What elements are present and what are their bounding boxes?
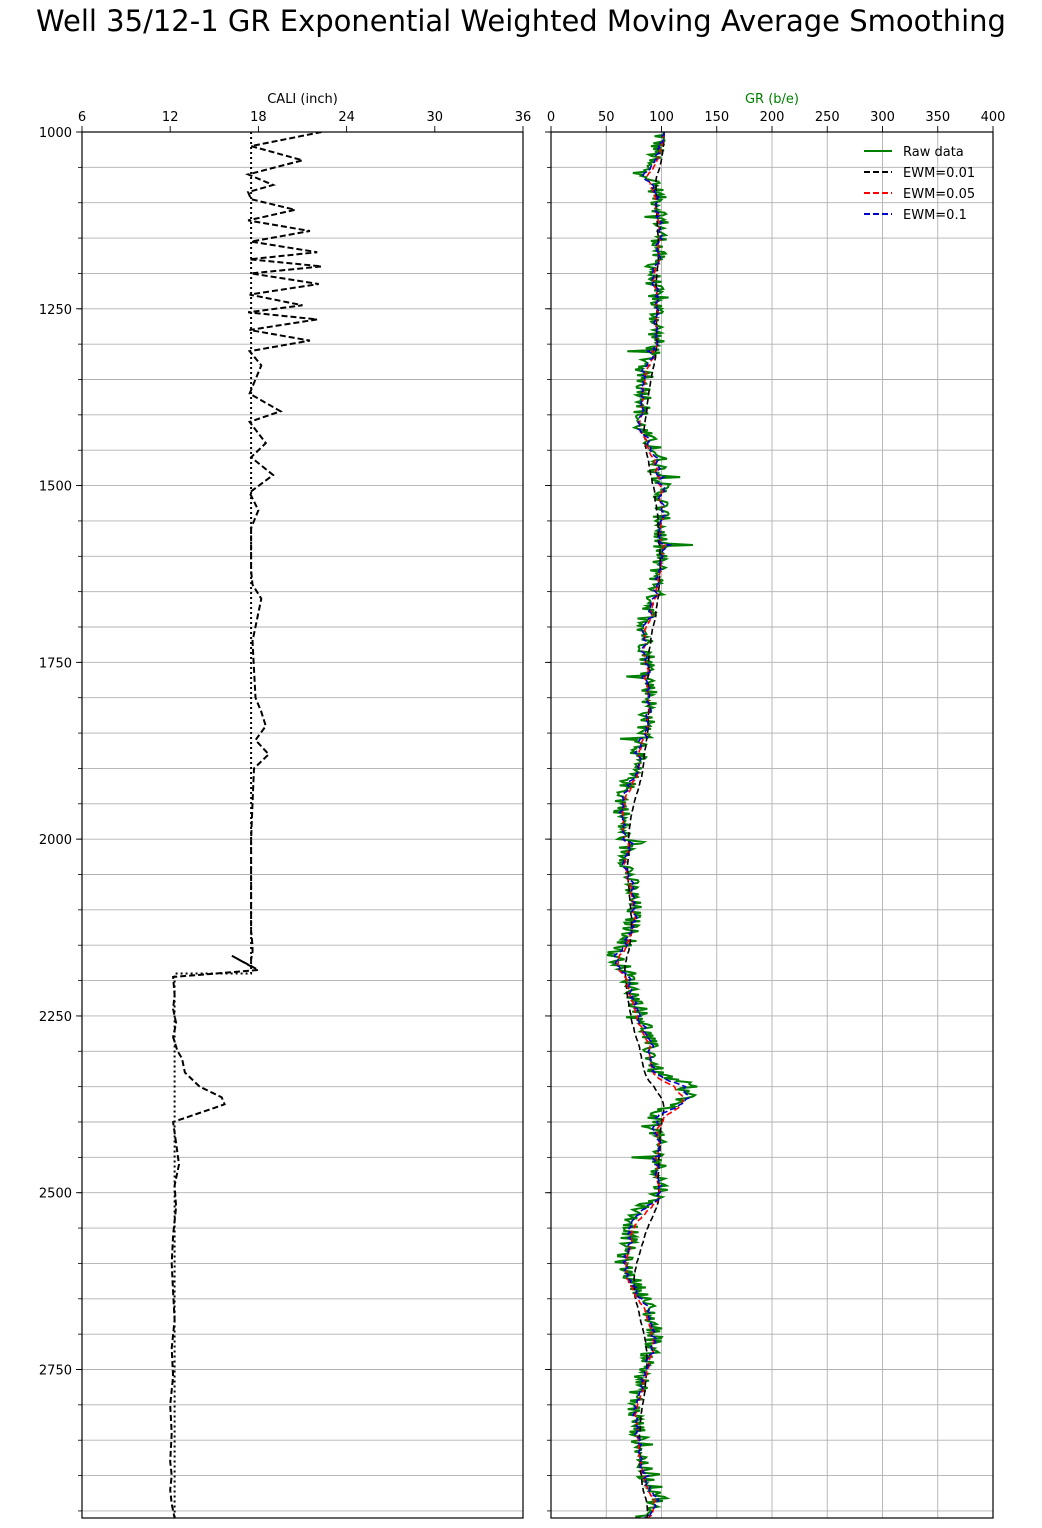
legend-label: Raw data <box>903 145 964 160</box>
x-axis-label: GR (b/e) <box>745 92 799 107</box>
y-tick-label: 1000 <box>39 126 72 141</box>
cali-track: 6 12 18 24 30 36 CALI (inch) 1000 1250 1500 1750 20… <box>39 92 532 1519</box>
panel-frame <box>550 131 994 1519</box>
legend-label: EWM=0.01 <box>903 166 975 181</box>
plot-area <box>169 132 322 1518</box>
x-tick-label: 36 <box>515 110 532 125</box>
cali-dashed-series <box>169 132 322 1518</box>
y-tick-label: 2500 <box>39 1187 72 1202</box>
gr-series-raw-data <box>606 132 698 1518</box>
x-tick-label: 50 <box>598 110 615 125</box>
y-tick-label: 2250 <box>39 1010 72 1025</box>
plot-area <box>606 132 698 1518</box>
gr-series-ewm-0-1 <box>613 132 691 1518</box>
y-tick-label: 1750 <box>39 656 72 671</box>
panel-frame <box>81 131 524 1519</box>
x-tick-label: 300 <box>870 110 895 125</box>
gr-series-ewm-0-05 <box>616 132 685 1518</box>
x-tick-label: 400 <box>981 110 1006 125</box>
gr-track: 0 50 100 150 200 250 300 350 400 GR (b/e) Raw data… <box>545 92 1006 1519</box>
x-tick-label: 100 <box>649 110 674 125</box>
y-tick-label: 1500 <box>39 480 72 495</box>
legend-label: EWM=0.1 <box>903 208 967 223</box>
x-tick-label: 0 <box>547 110 555 125</box>
y-tick-label: 1250 <box>39 303 72 318</box>
chart-title: Well 35/12-1 GR Exponential Weighted Mov… <box>36 4 1006 38</box>
legend-label: EWM=0.05 <box>903 187 975 202</box>
x-tick-label: 6 <box>78 110 86 125</box>
x-tick-label: 12 <box>162 110 179 125</box>
x-tick-label: 18 <box>250 110 267 125</box>
legend: Raw data EWM=0.01 EWM=0.05 EWM=0.1 <box>864 145 975 223</box>
y-tick-label: 2000 <box>39 833 72 848</box>
x-tick-label: 24 <box>338 110 355 125</box>
x-tick-label: 250 <box>815 110 840 125</box>
x-tick-label: 30 <box>427 110 444 125</box>
cali-bitsize-dotted-series <box>173 132 253 1518</box>
x-tick-label: 350 <box>925 110 950 125</box>
x-tick-label: 200 <box>760 110 785 125</box>
x-tick-label: 150 <box>704 110 729 125</box>
y-tick-label: 2750 <box>39 1364 72 1379</box>
x-axis-label: CALI (inch) <box>267 92 338 107</box>
